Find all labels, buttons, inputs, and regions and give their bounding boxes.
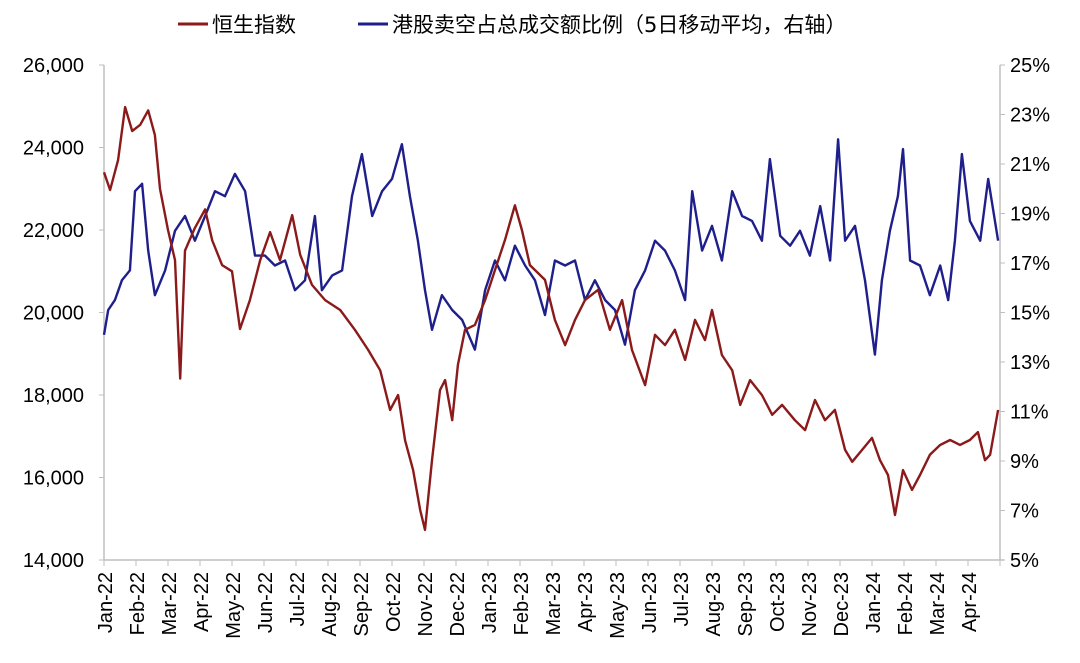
x-tick-label: Apr-22 [191,572,213,632]
x-tick-label: Jan-24 [863,572,885,633]
series-layer [102,105,1000,532]
left-tick-label: 18,000 [23,385,84,407]
x-tick-label: Apr-24 [959,572,981,632]
x-tick-label: Mar-23 [543,572,565,635]
x-tick-label: Feb-23 [511,572,533,635]
x-tick-label: Apr-23 [575,572,597,632]
x-tick-label: Jun-22 [255,572,277,633]
x-tick-label: Nov-22 [415,572,437,636]
right-tick-label: 15% [1010,303,1050,325]
right-tick-label: 23% [1010,105,1050,127]
right-tick-label: 5% [1010,550,1039,572]
right-tick-label: 7% [1010,501,1039,523]
right-tick-label: 17% [1010,253,1050,275]
x-tick-label: Nov-23 [799,572,821,636]
x-tick-label: Oct-22 [383,572,405,632]
legend-label-short-ratio: 港股卖空占总成交额比例（5日移动平均，右轴） [392,13,846,37]
x-tick-label: Jul-22 [287,572,309,626]
left-tick-label: 14,000 [23,550,84,572]
right-tick-label: 11% [1010,402,1049,424]
series-line-hsi [102,105,1000,532]
right-tick-label: 13% [1010,352,1050,374]
x-tick-label: Jul-23 [671,572,693,626]
x-tick-label: Sep-22 [351,572,373,637]
x-tick-label: May-22 [223,572,245,639]
x-tick-label: Jan-23 [479,572,501,633]
x-tick-label: Dec-22 [447,572,469,636]
right-tick-label: 21% [1010,154,1050,176]
x-tick-label: Jan-22 [95,572,117,633]
legend-label-hsi: 恒生指数 [212,13,296,37]
x-tick-label: Mar-22 [159,572,181,635]
axes: 14,000 16,000 18,000 20,000 22,000 24,000 26,0… [23,55,1050,639]
x-tick-label: May-23 [607,572,629,639]
left-tick-label: 26,000 [23,55,84,77]
x-tick-label: Feb-24 [895,572,917,635]
x-tick-label: Aug-23 [703,572,725,637]
x-tick-label: Feb-22 [127,572,149,635]
x-tick-label: Jun-23 [639,572,661,633]
series-line-short-ratio [102,138,1000,356]
x-tick-label: Dec-23 [831,572,853,636]
left-tick-label: 20,000 [23,303,84,325]
x-tick-label: Sep-23 [735,572,757,637]
left-tick-label: 16,000 [23,468,84,490]
x-tick-label: Mar-24 [927,572,949,635]
legend: 恒生指数 港股卖空占总成交额比例（5日移动平均，右轴） [178,13,846,37]
x-tick-label: Oct-23 [767,572,789,632]
right-tick-label: 25% [1010,55,1050,77]
x-tick-label: Aug-22 [319,572,341,637]
left-tick-label: 24,000 [23,138,84,160]
right-tick-label: 19% [1010,204,1050,226]
left-tick-label: 22,000 [23,220,84,242]
right-tick-label: 9% [1010,451,1039,473]
